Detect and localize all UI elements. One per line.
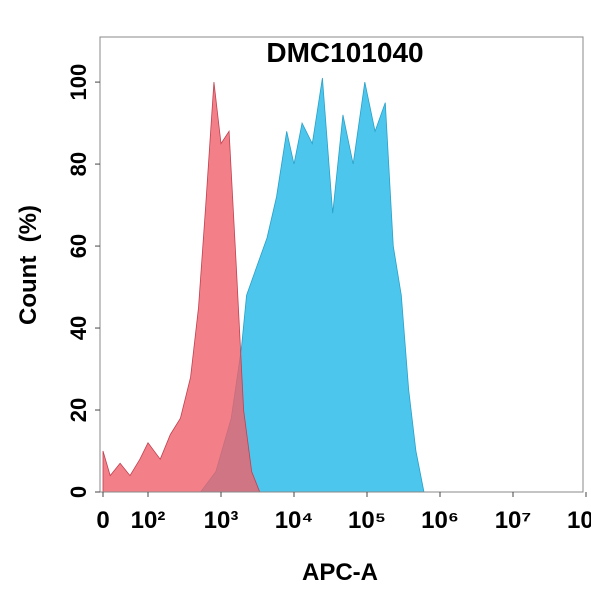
- x-tick-label: 0: [96, 507, 109, 534]
- histogram-area: [102, 82, 261, 493]
- y-tick-label: 100: [66, 64, 91, 101]
- y-tick-label: 20: [66, 398, 91, 422]
- x-tick-label: 10⁶: [421, 507, 459, 534]
- x-tick-label: 10²: [131, 507, 166, 534]
- y-axis-label: Count (%): [15, 205, 42, 325]
- x-tick-label: 10³: [204, 507, 239, 534]
- y-tick-label: 80: [66, 152, 91, 176]
- y-tick-label: 40: [66, 316, 91, 340]
- x-axis-label: APC-A: [302, 559, 378, 586]
- x-tick-label: 10⁵: [348, 507, 386, 534]
- x-tick-label: 10⁴: [275, 507, 314, 534]
- x-tick-label: 10⁸: [567, 507, 591, 534]
- chart-title: DMC101040: [266, 37, 423, 68]
- histogram-area: [199, 77, 425, 493]
- plot-frame: [99, 36, 584, 493]
- x-tick-label: 10⁷: [495, 507, 532, 534]
- y-tick-label: 0: [66, 486, 91, 498]
- y-tick-label: 60: [66, 234, 91, 258]
